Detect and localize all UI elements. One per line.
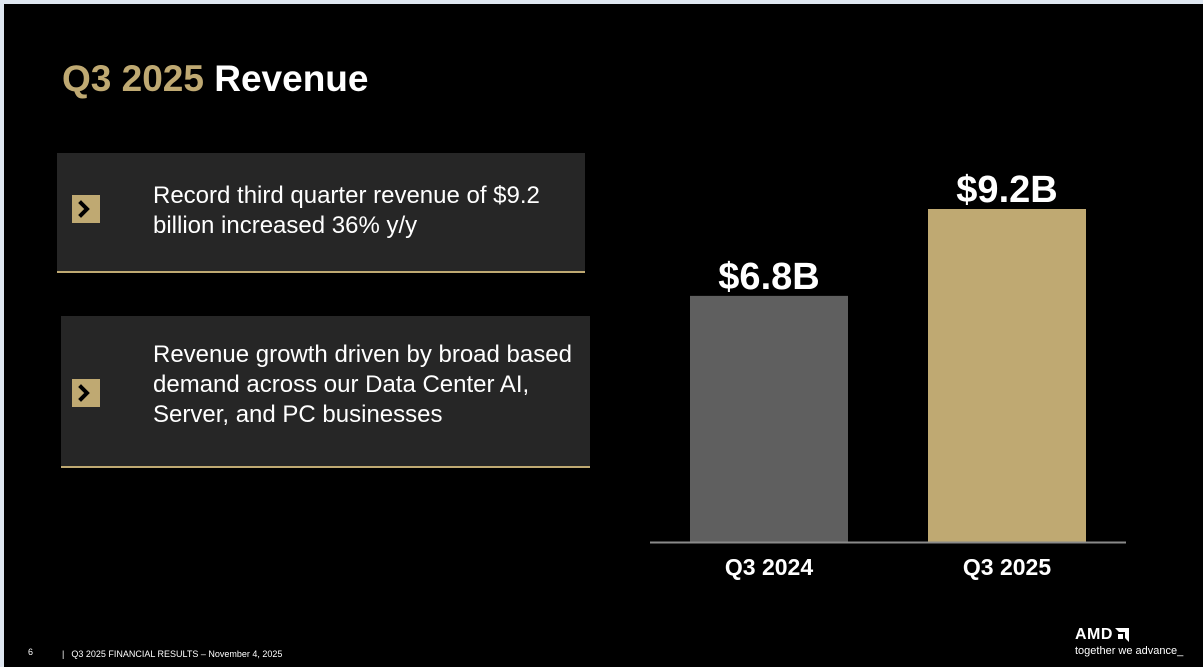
footer-text: | Q3 2025 FINANCIAL RESULTS – November 4,… xyxy=(62,649,282,659)
slide: Q3 2025 Revenue Record third quarter rev… xyxy=(4,4,1203,667)
chevron-right-icon xyxy=(72,379,100,407)
page-number: 6 xyxy=(28,647,34,657)
brand-tagline: together we advance_ xyxy=(1075,645,1184,657)
footer-separator: | xyxy=(62,649,65,659)
highlight-text-1: Record third quarter revenue of $9.2 bil… xyxy=(153,182,540,239)
title-accent: Q3 2025 xyxy=(62,58,204,99)
chart-canvas: $6.8B Q3 2024 $9.2B Q3 2025 xyxy=(650,169,1126,580)
data-label: $9.2B xyxy=(956,169,1057,211)
highlight-text-2: Revenue growth driven by broad based dem… xyxy=(153,341,572,428)
x-tick-label: Q3 2024 xyxy=(725,554,813,580)
data-label: $6.8B xyxy=(718,256,819,298)
x-tick-label: Q3 2025 xyxy=(963,554,1051,580)
amd-logo: AMD together we advance_ xyxy=(1075,626,1183,658)
bar-q3-2024 xyxy=(690,295,848,542)
logo-mark: AMD xyxy=(1075,626,1183,644)
title-main: Revenue xyxy=(214,58,369,99)
footer-label: Q3 2025 FINANCIAL RESULTS – November 4, … xyxy=(71,649,283,659)
highlight-card-1: Record third quarter revenue of $9.2 bil… xyxy=(57,153,585,273)
revenue-bar-chart: $6.8B Q3 2024 $9.2B Q3 2025 xyxy=(4,4,1203,667)
amd-arrow-icon xyxy=(1114,628,1129,642)
slide-title: Q3 2025 Revenue xyxy=(62,60,368,97)
logo-text: AMD xyxy=(1075,626,1113,643)
highlight-card-2: Revenue growth driven by broad based dem… xyxy=(61,316,590,468)
bar-q3-2025 xyxy=(928,209,1086,542)
chevron-right-icon xyxy=(72,195,100,223)
